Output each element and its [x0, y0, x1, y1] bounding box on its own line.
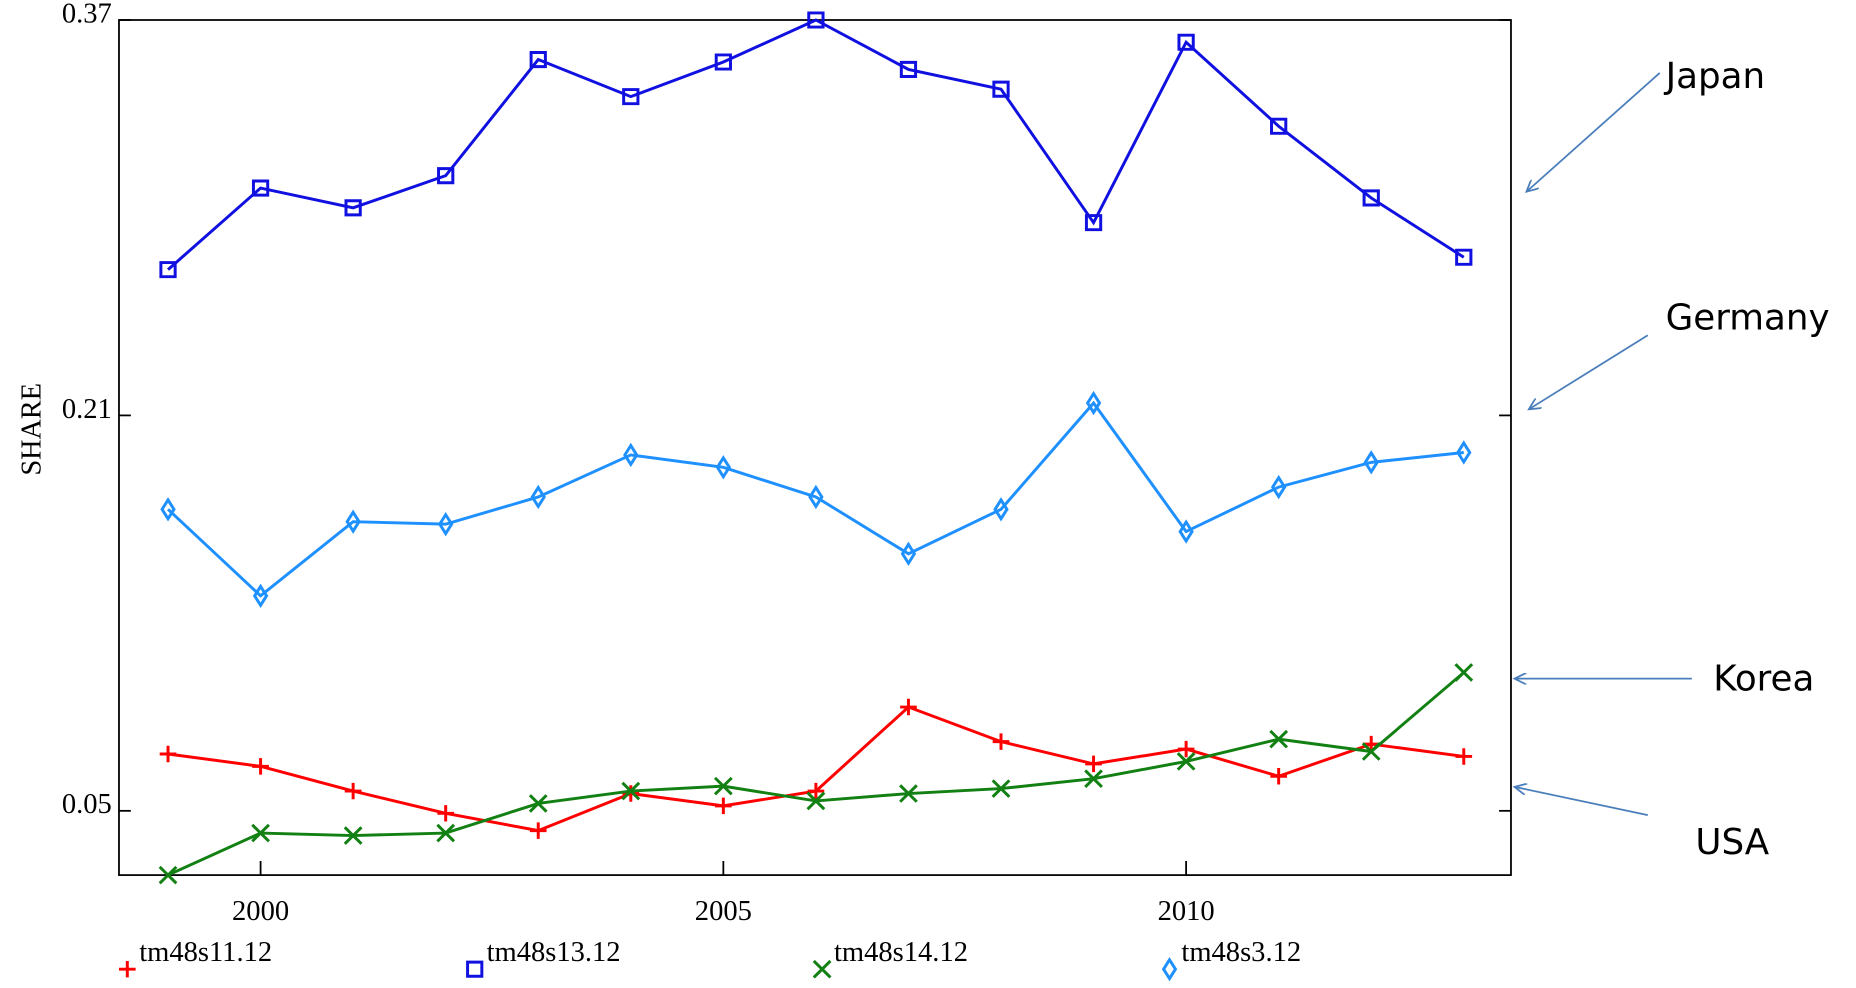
line	[167, 705, 1464, 833]
legend-label: tm48s14.12	[834, 937, 968, 968]
marker	[992, 80, 1010, 98]
marker	[1362, 189, 1380, 207]
marker	[437, 511, 454, 537]
marker	[344, 199, 362, 217]
line	[167, 400, 1464, 598]
marker	[991, 779, 1011, 798]
marker	[345, 509, 361, 534]
marker	[530, 484, 546, 510]
marker	[344, 782, 362, 800]
marker	[251, 179, 270, 197]
marker	[1085, 755, 1102, 773]
marker	[252, 583, 269, 609]
marker	[993, 497, 1009, 522]
marker	[529, 51, 547, 69]
legend-label: tm48s13.12	[487, 937, 621, 968]
marker	[806, 791, 826, 811]
marker	[1363, 450, 1379, 475]
marker	[1085, 390, 1102, 416]
marker	[714, 53, 732, 71]
y-axis-label: SHARE	[16, 383, 47, 475]
marker	[1456, 440, 1472, 465]
marker	[807, 11, 825, 29]
x-tick-label: 2005	[695, 896, 752, 927]
marker	[899, 60, 918, 78]
series: tm48s13.12	[159, 11, 1473, 978]
arrow	[1515, 787, 1648, 816]
marker	[1176, 752, 1196, 771]
marker	[1270, 767, 1287, 785]
series: tm48s14.12	[158, 663, 1474, 979]
marker	[160, 497, 176, 522]
y-tick-label: 0.05	[62, 789, 112, 820]
legend-marker	[1161, 956, 1178, 982]
marker	[1455, 248, 1473, 266]
marker	[622, 785, 640, 802]
legend-marker	[812, 959, 832, 979]
marker	[1361, 742, 1381, 761]
marker	[1270, 474, 1287, 500]
marker	[808, 484, 824, 510]
legend-label: tm48s3.12	[1181, 937, 1301, 968]
marker	[437, 167, 455, 185]
marker	[713, 776, 733, 796]
legend-marker	[466, 960, 484, 978]
marker	[807, 782, 825, 800]
marker	[343, 826, 363, 845]
marker	[251, 823, 270, 843]
y-tick-label: 0.37	[62, 0, 112, 29]
marker	[1270, 117, 1288, 135]
annotation: Korea	[1713, 659, 1814, 700]
legend-label: tm48s11.12	[139, 937, 272, 968]
marker	[621, 781, 641, 801]
marker	[1455, 748, 1473, 765]
marker	[1454, 663, 1474, 682]
marker	[715, 797, 732, 815]
marker	[528, 794, 548, 813]
series: tm48s3.12	[160, 390, 1472, 982]
x-tick-label: 2010	[1158, 896, 1215, 927]
marker	[252, 758, 269, 775]
marker	[437, 805, 455, 822]
marker	[715, 455, 732, 480]
marker	[900, 541, 917, 566]
annotation: Germany	[1666, 298, 1830, 339]
marker	[1177, 740, 1195, 758]
marker	[159, 745, 177, 763]
marker	[900, 698, 917, 716]
marker	[1084, 769, 1103, 788]
x-tick-label: 2000	[232, 896, 289, 927]
marker	[899, 784, 918, 803]
legend-marker	[118, 960, 136, 978]
marker	[622, 88, 640, 106]
marker	[992, 733, 1010, 750]
marker	[623, 442, 639, 468]
annotation-arrows	[1515, 72, 1692, 816]
marker	[158, 865, 178, 885]
line	[167, 18, 1465, 271]
marker	[159, 261, 177, 279]
annotation: USA	[1695, 822, 1769, 863]
arrow	[1529, 334, 1649, 409]
marker	[1269, 729, 1289, 749]
marker	[1177, 33, 1195, 51]
y-tick-label: 0.21	[62, 394, 112, 425]
arrow	[1526, 72, 1661, 192]
marker	[436, 823, 456, 843]
marker	[529, 822, 547, 839]
annotation: Japan	[1664, 56, 1766, 97]
marker	[1084, 214, 1103, 232]
plot-frame	[118, 19, 1512, 876]
marker	[1178, 519, 1194, 544]
